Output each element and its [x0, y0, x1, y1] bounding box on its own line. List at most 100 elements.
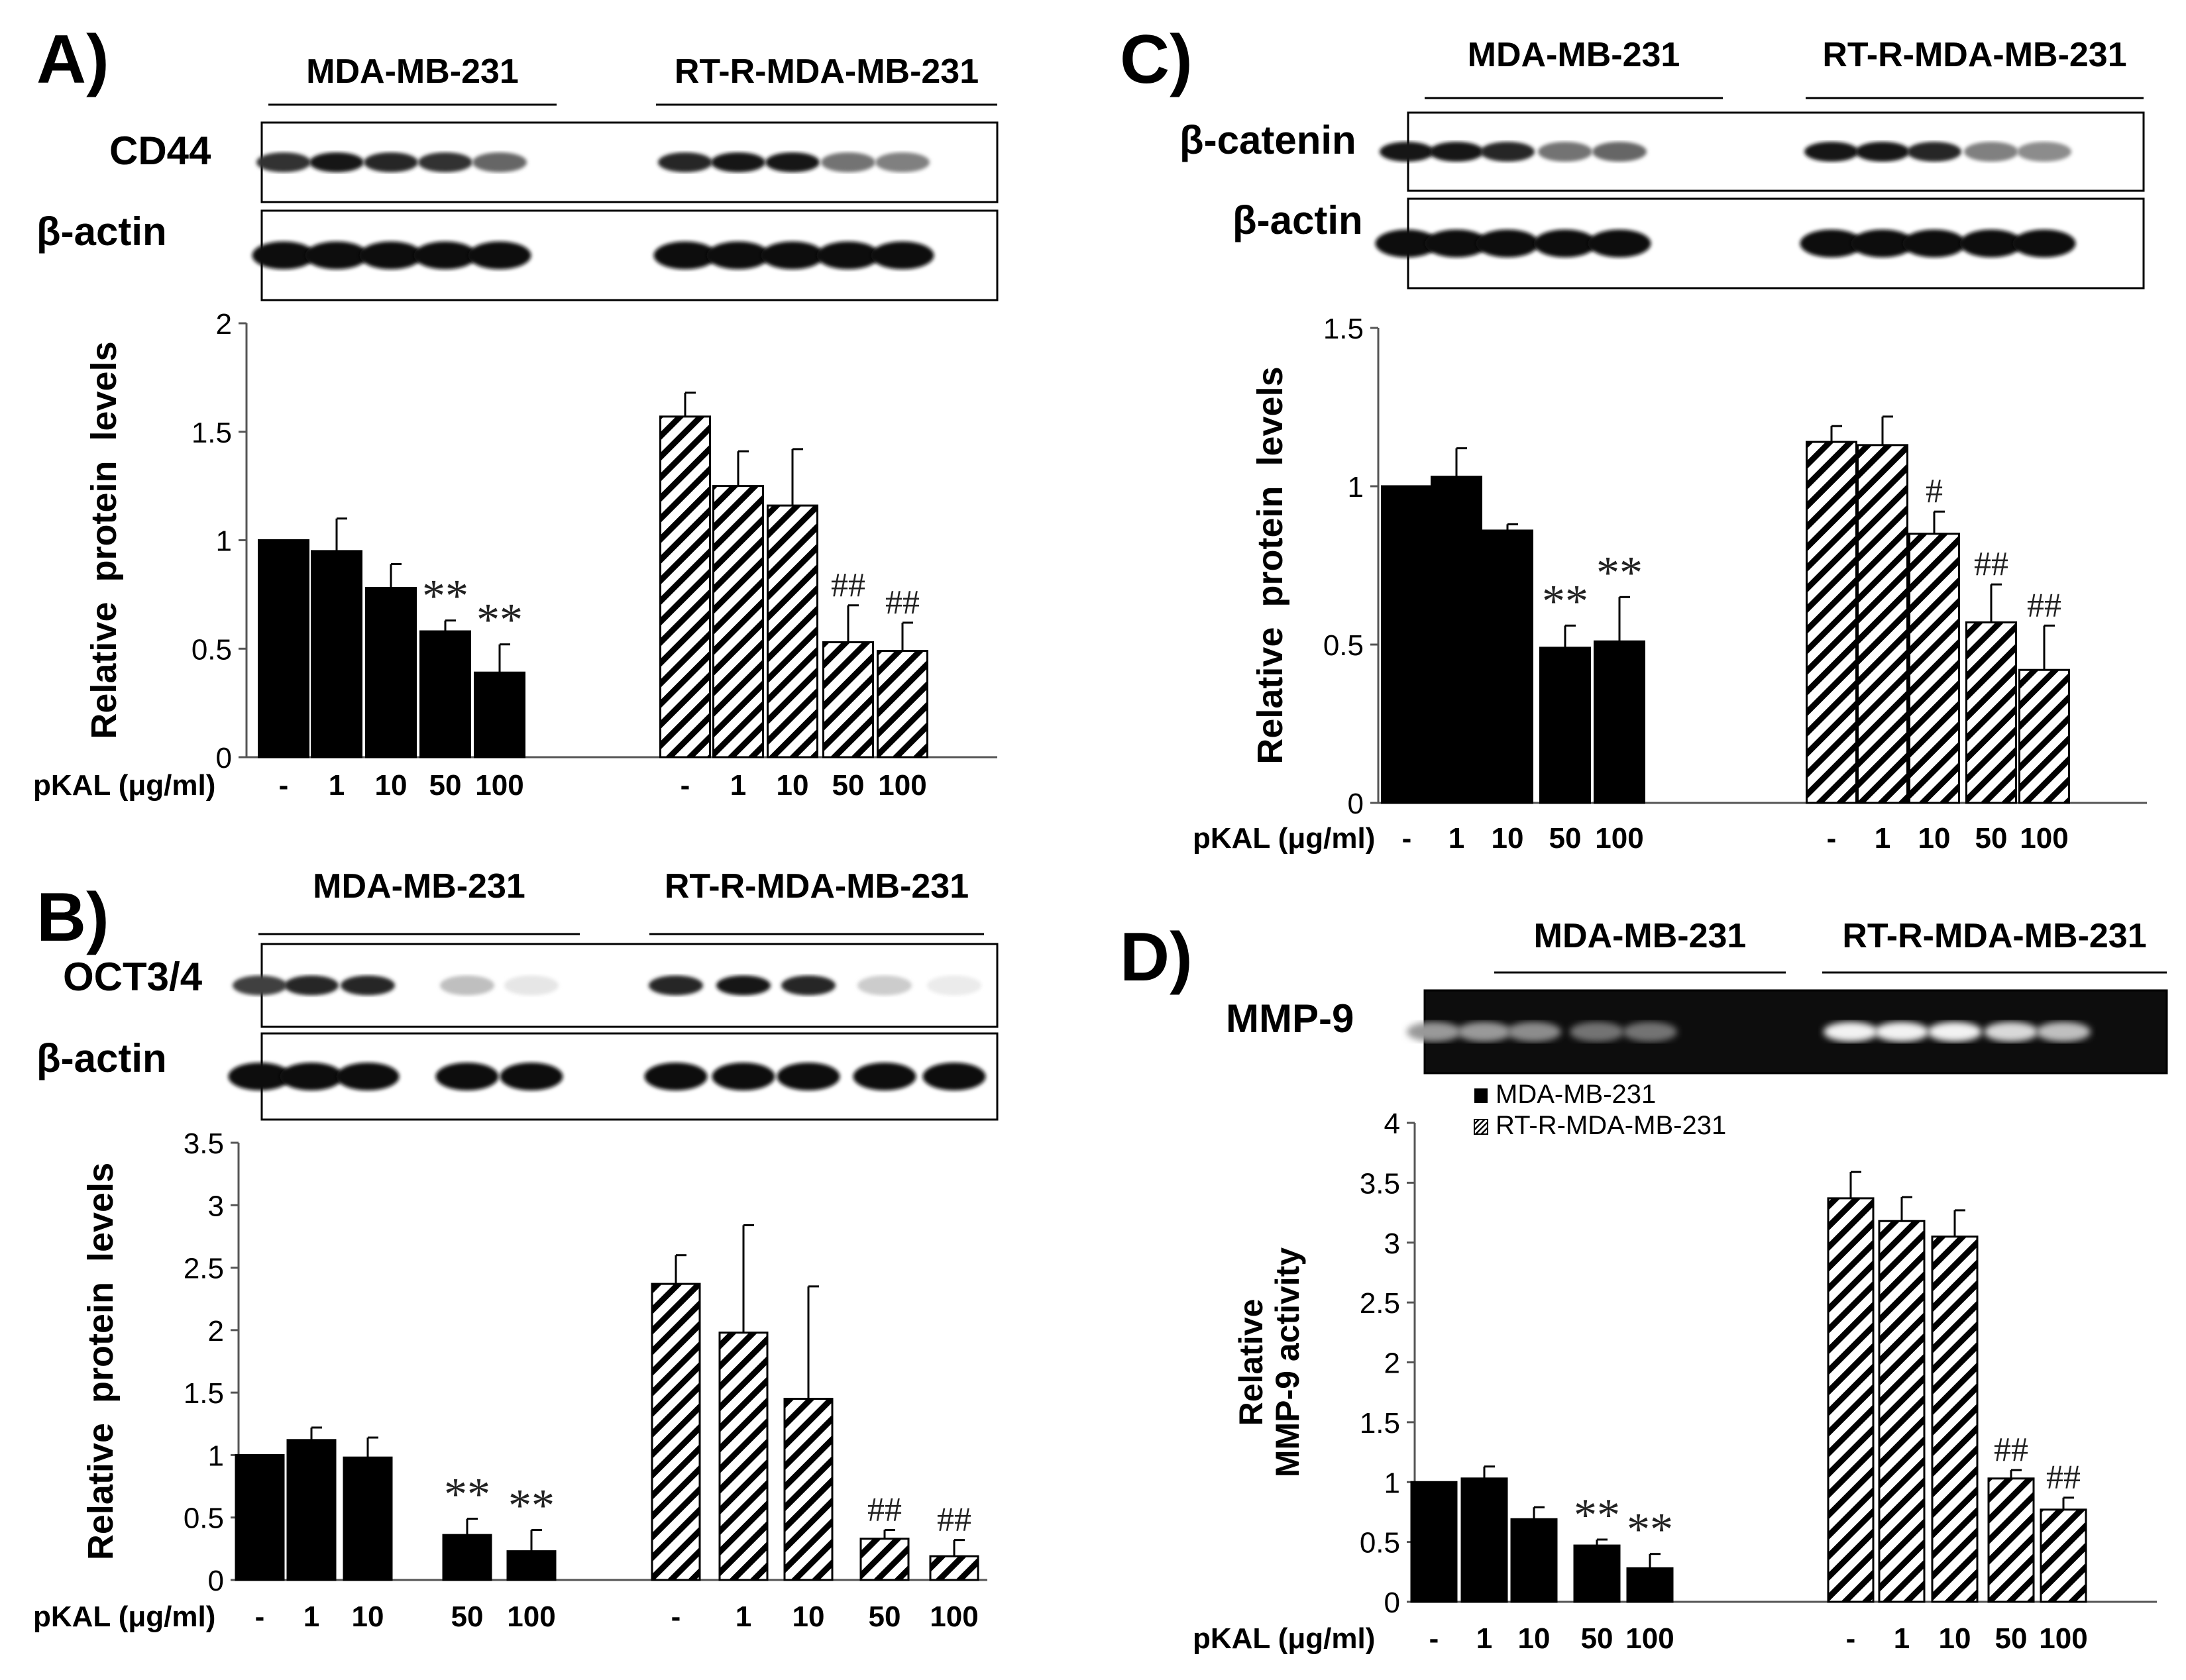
y-axis-title-line: Relative	[1232, 1299, 1270, 1426]
x-tick-label: -	[681, 769, 690, 802]
blot-band	[359, 241, 423, 270]
y-tick-label: 1	[208, 1440, 224, 1472]
bar	[1827, 1197, 1875, 1603]
blot-band	[418, 152, 472, 172]
blot-band	[284, 975, 339, 996]
significance-mark: **	[508, 1481, 555, 1532]
blot-band	[653, 241, 717, 270]
significance-mark: ##	[937, 1501, 971, 1539]
bar	[442, 1534, 492, 1581]
y-axis-title-word: levels	[84, 341, 124, 441]
blot-band	[875, 152, 930, 172]
blot-band	[765, 152, 820, 172]
blot-band	[305, 241, 368, 270]
significance-mark: ##	[867, 1491, 902, 1529]
x-tick-label: 50	[869, 1601, 901, 1633]
y-axis-title-word: Relative	[81, 1423, 121, 1560]
bar	[1965, 621, 2017, 804]
group-label: RT-R-MDA-MB-231	[665, 867, 969, 906]
significance-mark: **	[1627, 1504, 1673, 1555]
blot-row-label: β-actin	[1232, 198, 1363, 242]
bar	[1594, 640, 1645, 804]
blot-band	[1592, 142, 1647, 162]
bar	[2040, 1508, 2087, 1603]
x-tick-label: 100	[1625, 1622, 1674, 1655]
y-tick-label: 1.5	[191, 417, 232, 449]
y-tick-label: 1	[216, 525, 232, 558]
bar	[419, 630, 471, 759]
panel-label: A)	[36, 21, 109, 98]
blot-band	[1928, 1022, 1982, 1042]
blot-band	[256, 152, 311, 172]
panel-label: B)	[36, 879, 109, 956]
blot-band	[857, 975, 912, 996]
x-tick-label: 1	[730, 769, 746, 802]
x-tick-label: 50	[832, 769, 865, 802]
group-label: RT-R-MDA-MB-231	[675, 52, 979, 91]
blot-band	[341, 975, 395, 996]
blot-band	[228, 1063, 292, 1090]
bar	[1510, 1518, 1558, 1603]
x-tick-label: 10	[777, 769, 809, 802]
blot-band	[1855, 142, 1910, 162]
x-tick-label: 10	[352, 1601, 384, 1633]
y-tick-label: 3	[1384, 1228, 1400, 1260]
blot-band	[500, 1063, 563, 1090]
blot-row-label: β-catenin	[1179, 118, 1356, 162]
x-tick-label: -	[279, 769, 289, 802]
bar	[343, 1456, 393, 1581]
blot-band	[712, 1063, 775, 1090]
bar	[1987, 1477, 2035, 1603]
blot-row-label: CD44	[109, 129, 211, 173]
blot-band	[821, 152, 875, 172]
x-tick-label: 10	[375, 769, 408, 802]
group-label: MDA-MB-231	[1468, 36, 1680, 74]
blot-band	[1425, 229, 1488, 258]
y-tick-label: 0	[1384, 1587, 1400, 1619]
bar	[1482, 529, 1533, 804]
y-tick-label: 3.5	[1360, 1167, 1400, 1200]
blot-band	[1375, 229, 1439, 258]
blot-row-label: OCT3/4	[63, 955, 203, 999]
y-axis-title-word: protein	[1250, 486, 1290, 607]
y-tick-label: 2	[1384, 1347, 1400, 1380]
blot-band	[871, 241, 934, 270]
x-tick-label: 100	[2020, 822, 2068, 855]
x-axis-title: pKAL (μg/ml)	[1193, 822, 1375, 855]
x-tick-label: 100	[930, 1601, 978, 1633]
bar	[311, 550, 362, 759]
blot-band	[468, 241, 531, 270]
blot-band	[440, 975, 494, 996]
bar	[1857, 444, 1908, 804]
significance-mark: ##	[885, 584, 920, 621]
x-tick-label: 10	[1518, 1622, 1551, 1655]
y-tick-label: 2.5	[184, 1253, 224, 1285]
blot-band	[1984, 1022, 2038, 1042]
blot-band	[1800, 229, 1863, 258]
significance-mark: **	[476, 595, 523, 646]
y-tick-label: 0.5	[1323, 629, 1364, 662]
blot-band	[761, 241, 824, 270]
bar	[877, 650, 928, 759]
blot-band	[716, 975, 771, 996]
blot-row-label: MMP-9	[1226, 996, 1354, 1041]
bar	[859, 1538, 910, 1581]
blot-band	[1907, 142, 1961, 162]
y-tick-label: 1.5	[1323, 313, 1364, 345]
bar	[1626, 1567, 1674, 1603]
x-tick-label: 50	[429, 769, 462, 802]
legend-swatch	[1474, 1088, 1488, 1103]
blot-band	[1570, 1022, 1624, 1042]
x-tick-label: 50	[1995, 1622, 2028, 1655]
blot-band	[644, 1063, 708, 1090]
significance-mark: ##	[2046, 1459, 2081, 1496]
x-tick-label: 10	[792, 1601, 825, 1633]
blot-band	[1588, 229, 1651, 258]
blot-band	[233, 975, 287, 996]
y-axis-title-word: Relative	[1250, 627, 1290, 764]
x-tick-label: 1	[736, 1601, 751, 1633]
blot-band	[922, 1063, 986, 1090]
blot-row-label: β-actin	[36, 1036, 167, 1080]
blot-band	[1851, 229, 1914, 258]
